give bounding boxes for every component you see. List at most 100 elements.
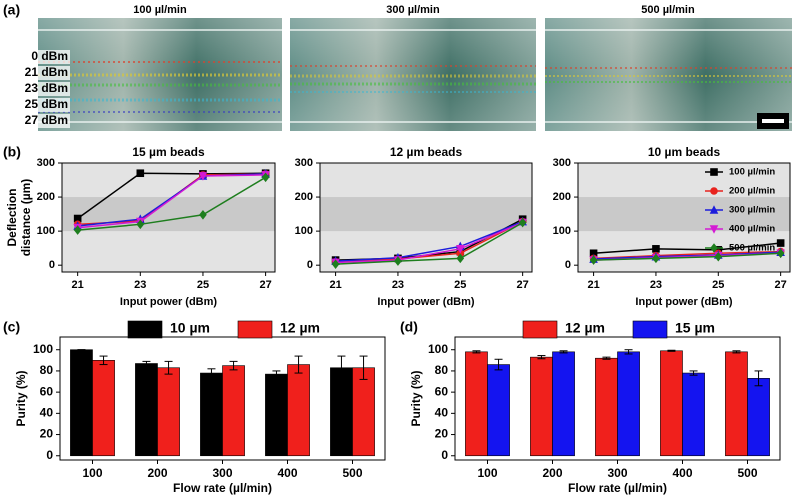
bar bbox=[617, 351, 640, 457]
x-tick-label: 21 bbox=[329, 279, 341, 291]
y-tick-label: 100 bbox=[295, 225, 313, 237]
x-tick-label: 200 bbox=[542, 466, 562, 480]
error-bar bbox=[472, 350, 481, 354]
series-line bbox=[335, 221, 523, 264]
bar bbox=[747, 378, 770, 457]
error-bar bbox=[732, 350, 741, 354]
y-tick-label: 60 bbox=[40, 384, 54, 398]
marker bbox=[136, 219, 145, 230]
micrograph-title: 300 µl/min bbox=[386, 4, 440, 16]
panel-label: (b) bbox=[3, 144, 21, 160]
error-bar bbox=[294, 355, 303, 374]
bar bbox=[530, 356, 553, 457]
error-bar bbox=[272, 370, 281, 378]
bar bbox=[265, 373, 288, 457]
y-tick-label: 100 bbox=[37, 225, 55, 237]
marker bbox=[652, 253, 660, 264]
error-bar bbox=[359, 355, 368, 380]
micrograph bbox=[290, 18, 536, 131]
error-bar bbox=[537, 355, 546, 360]
legend-label: 15 µm bbox=[675, 320, 715, 336]
marker bbox=[776, 239, 785, 247]
x-axis-label: Input power (dBm) bbox=[635, 296, 732, 308]
micrograph bbox=[545, 18, 792, 131]
legend-label: 100 µl/min bbox=[729, 167, 775, 178]
x-axis-label: Input power (dBm) bbox=[120, 296, 217, 308]
series-line bbox=[593, 251, 781, 260]
y-axis-label: Purity (%) bbox=[409, 370, 423, 426]
label-backdrop bbox=[8, 98, 70, 112]
y-tick-label: 300 bbox=[553, 157, 571, 169]
power-label: 27 dBm bbox=[25, 113, 68, 127]
marker bbox=[394, 256, 402, 266]
plot-frame bbox=[59, 336, 386, 461]
series-line bbox=[335, 220, 523, 263]
legend-swatch bbox=[237, 320, 273, 339]
legend-swatch bbox=[127, 320, 163, 339]
marker bbox=[709, 205, 719, 214]
micrograph-title: 100 µl/min bbox=[133, 4, 187, 16]
y-tick-label: 0 bbox=[46, 448, 53, 462]
y-tick-label: 200 bbox=[295, 191, 313, 203]
bar bbox=[595, 357, 618, 457]
marker bbox=[710, 187, 718, 195]
bar bbox=[92, 360, 115, 457]
y-tick-label: 40 bbox=[40, 406, 54, 420]
error-bar bbox=[99, 355, 108, 366]
bar bbox=[682, 372, 705, 457]
chart-title: 15 µm beads bbox=[132, 145, 205, 159]
bar bbox=[330, 367, 353, 457]
marker bbox=[714, 251, 723, 262]
series-line bbox=[335, 220, 523, 262]
power-label: 25 dBm bbox=[25, 97, 68, 111]
micrograph-title: 500 µl/min bbox=[641, 4, 695, 16]
y-tick-label: 60 bbox=[435, 384, 449, 398]
plot-frame bbox=[577, 162, 791, 273]
y-tick-label: 0 bbox=[49, 259, 55, 271]
panel-label: (d) bbox=[400, 319, 418, 335]
marker bbox=[776, 248, 785, 259]
marker bbox=[136, 169, 145, 178]
legend-label: 300 µl/min bbox=[729, 205, 775, 216]
marker bbox=[518, 217, 527, 228]
legend-label: 500 µl/min bbox=[729, 243, 775, 254]
micrograph bbox=[38, 18, 282, 131]
x-tick-label: 25 bbox=[454, 279, 466, 291]
chart-title: 10 µm beads bbox=[648, 145, 721, 159]
error-bar bbox=[667, 349, 676, 352]
marker bbox=[589, 255, 598, 265]
label-backdrop bbox=[8, 82, 70, 96]
x-tick-label: 100 bbox=[82, 466, 102, 480]
series-line bbox=[335, 221, 524, 265]
micrographs bbox=[38, 18, 792, 131]
bar bbox=[70, 349, 93, 457]
y-tick-label: 0 bbox=[565, 259, 571, 271]
error-bar bbox=[337, 355, 346, 380]
legend-swatch bbox=[632, 320, 668, 339]
error-bar bbox=[494, 358, 503, 371]
bar bbox=[660, 350, 683, 457]
bar bbox=[352, 367, 375, 457]
power-label: 23 dBm bbox=[25, 81, 68, 95]
legend-label: 12 µm bbox=[565, 320, 605, 336]
x-tick-label: 25 bbox=[712, 279, 724, 291]
x-tick-label: 200 bbox=[147, 466, 167, 480]
label-backdrop bbox=[8, 66, 70, 80]
power-label: 21 dBm bbox=[25, 65, 68, 79]
bar bbox=[200, 372, 223, 457]
bar bbox=[222, 365, 245, 457]
x-tick-label: 25 bbox=[197, 279, 209, 291]
y-tick-label: 200 bbox=[553, 191, 571, 203]
chart-title: 12 µm beads bbox=[390, 145, 463, 159]
x-axis-label: Flow rate (µl/min) bbox=[173, 481, 272, 495]
series-line bbox=[77, 174, 266, 229]
marker bbox=[589, 249, 598, 258]
bar bbox=[487, 364, 510, 457]
y-tick-label: 20 bbox=[40, 427, 54, 441]
y-tick-label: 100 bbox=[553, 225, 571, 237]
y-tick-label: 0 bbox=[307, 259, 313, 271]
marker bbox=[261, 172, 270, 183]
legend-label: 10 µm bbox=[170, 320, 210, 336]
marker bbox=[331, 259, 340, 269]
